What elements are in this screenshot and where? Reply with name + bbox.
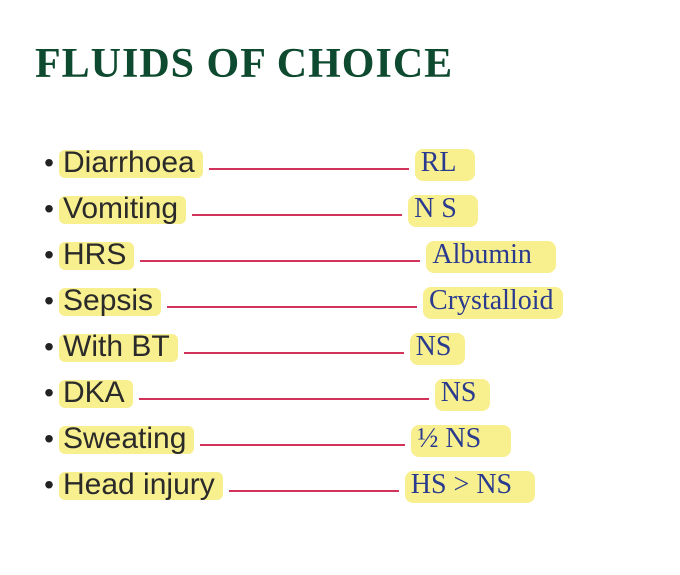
connector-line [192, 214, 402, 216]
connector-line [167, 306, 417, 308]
list-item: •DiarrhoeaRL [35, 143, 645, 183]
condition-wrap: Diarrhoea [63, 146, 195, 180]
list-item: •Sweating½ NS [35, 419, 645, 459]
list-item: •With BTNS [35, 327, 645, 367]
page: FLUIDS OF CHOICE •DiarrhoeaRL•VomitingN … [0, 0, 680, 575]
answer-wrap: Albumin [432, 239, 582, 271]
answer-wrap: HS > NS [411, 469, 561, 501]
condition-label: Head injury [63, 468, 215, 501]
answer-wrap: Crystalloid [429, 285, 579, 317]
condition-wrap: HRS [63, 238, 126, 272]
answer-wrap: NS [441, 377, 591, 409]
condition-label: Vomiting [63, 192, 178, 225]
answer-label: Crystalloid [429, 285, 553, 316]
answer-label: Albumin [432, 239, 532, 270]
condition-label: HRS [63, 238, 126, 271]
list-item: •HRSAlbumin [35, 235, 645, 275]
page-title: FLUIDS OF CHOICE [35, 40, 645, 88]
condition-label: With BT [63, 330, 170, 363]
condition-wrap: DKA [63, 376, 125, 410]
condition-wrap: Vomiting [63, 192, 178, 226]
answer-wrap: NS [416, 331, 566, 363]
answer-label: RL [421, 147, 457, 178]
condition-wrap: Head injury [63, 468, 215, 502]
connector-line [140, 260, 420, 262]
list-item: •SepsisCrystalloid [35, 281, 645, 321]
list-item: •DKANS [35, 373, 645, 413]
answer-label: NS [441, 377, 477, 408]
connector-line [184, 352, 404, 354]
rows-container: •DiarrhoeaRL•VomitingN S•HRSAlbumin•Seps… [35, 143, 645, 505]
answer-label: NS [416, 331, 452, 362]
condition-wrap: With BT [63, 330, 170, 364]
answer-wrap: RL [421, 147, 571, 179]
list-item: •Head injuryHS > NS [35, 465, 645, 505]
answer-label: N S [414, 193, 457, 224]
condition-label: Diarrhoea [63, 146, 195, 179]
answer-label: ½ NS [417, 423, 481, 454]
answer-wrap: N S [414, 193, 564, 225]
connector-line [229, 490, 399, 492]
condition-label: Sweating [63, 422, 186, 455]
answer-label: HS > NS [411, 469, 512, 500]
condition-label: Sepsis [63, 284, 153, 317]
condition-wrap: Sepsis [63, 284, 153, 318]
answer-wrap: ½ NS [417, 423, 567, 455]
connector-line [200, 444, 405, 446]
connector-line [139, 398, 429, 400]
connector-line [209, 168, 409, 170]
condition-label: DKA [63, 376, 125, 409]
condition-wrap: Sweating [63, 422, 186, 456]
list-item: •VomitingN S [35, 189, 645, 229]
